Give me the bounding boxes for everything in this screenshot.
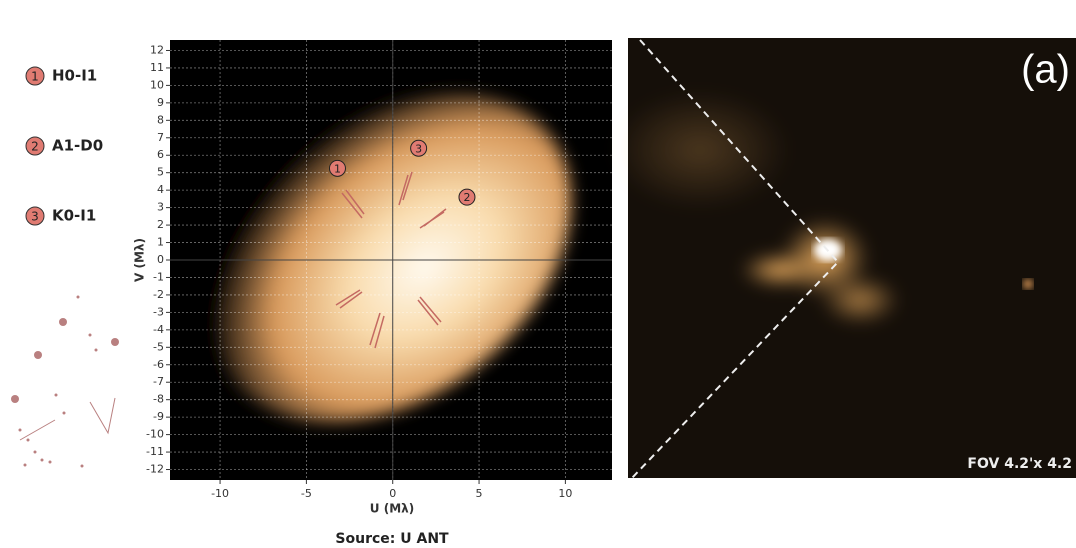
- y-tick-label: 5: [157, 166, 164, 179]
- star: [1023, 279, 1033, 289]
- fov-label: FOV 4.2'x 4.2: [967, 456, 1072, 472]
- y-tick-label: 8: [157, 113, 164, 126]
- legend-label: K0-I1: [52, 207, 96, 225]
- x-axis-label: U (Mλ): [370, 502, 414, 516]
- x-tick-label: 5: [476, 487, 483, 500]
- legend-label: A1-D0: [52, 137, 103, 155]
- y-axis-label: V (Mλ): [133, 238, 147, 282]
- y-tick-label: 10: [150, 78, 164, 91]
- y-tick-label: 0: [157, 253, 164, 266]
- y-tick-label: 7: [157, 131, 164, 144]
- y-tick-label: -5: [153, 340, 164, 353]
- y-tick-label: 12: [150, 43, 164, 56]
- legend-label: H0-I1: [52, 67, 97, 85]
- y-tick-label: 11: [150, 61, 164, 74]
- baseline-marker-label: 1: [334, 162, 341, 175]
- y-tick-label: 6: [157, 148, 164, 161]
- y-tick-label: -10: [146, 428, 164, 441]
- y-tick-label: -12: [146, 463, 164, 476]
- y-tick-label: 2: [157, 218, 164, 231]
- y-tick-label: -8: [153, 393, 164, 406]
- y-tick-label: -1: [153, 270, 164, 283]
- y-tick-label: 1: [157, 236, 164, 249]
- legend-number: 2: [31, 140, 39, 154]
- figure: -12-11-10-9-8-7-6-5-4-3-2-10123456789101…: [0, 0, 1076, 548]
- baseline-marker-label: 2: [463, 191, 470, 204]
- x-tick-label: -10: [211, 487, 229, 500]
- x-tick-label: -5: [301, 487, 312, 500]
- y-tick-label: -4: [153, 323, 164, 336]
- x-tick-label: 0: [389, 487, 396, 500]
- caption: Source: U ANT: [335, 531, 449, 547]
- y-tick-label: 4: [157, 183, 164, 196]
- y-tick-label: -9: [153, 410, 164, 423]
- panel-label: (a): [1021, 48, 1070, 92]
- y-tick-label: 3: [157, 201, 164, 214]
- legend-number: 3: [31, 210, 39, 224]
- legend-number: 1: [31, 70, 39, 84]
- y-tick-label: 9: [157, 96, 164, 109]
- x-tick-label: 10: [558, 487, 572, 500]
- y-tick-label: -3: [153, 305, 164, 318]
- array-layout: [11, 296, 119, 468]
- baseline-marker-label: 3: [415, 142, 422, 155]
- y-tick-label: -7: [153, 375, 164, 388]
- y-tick-label: -6: [153, 358, 164, 371]
- y-tick-label: -2: [153, 288, 164, 301]
- y-tick-label: -11: [146, 445, 164, 458]
